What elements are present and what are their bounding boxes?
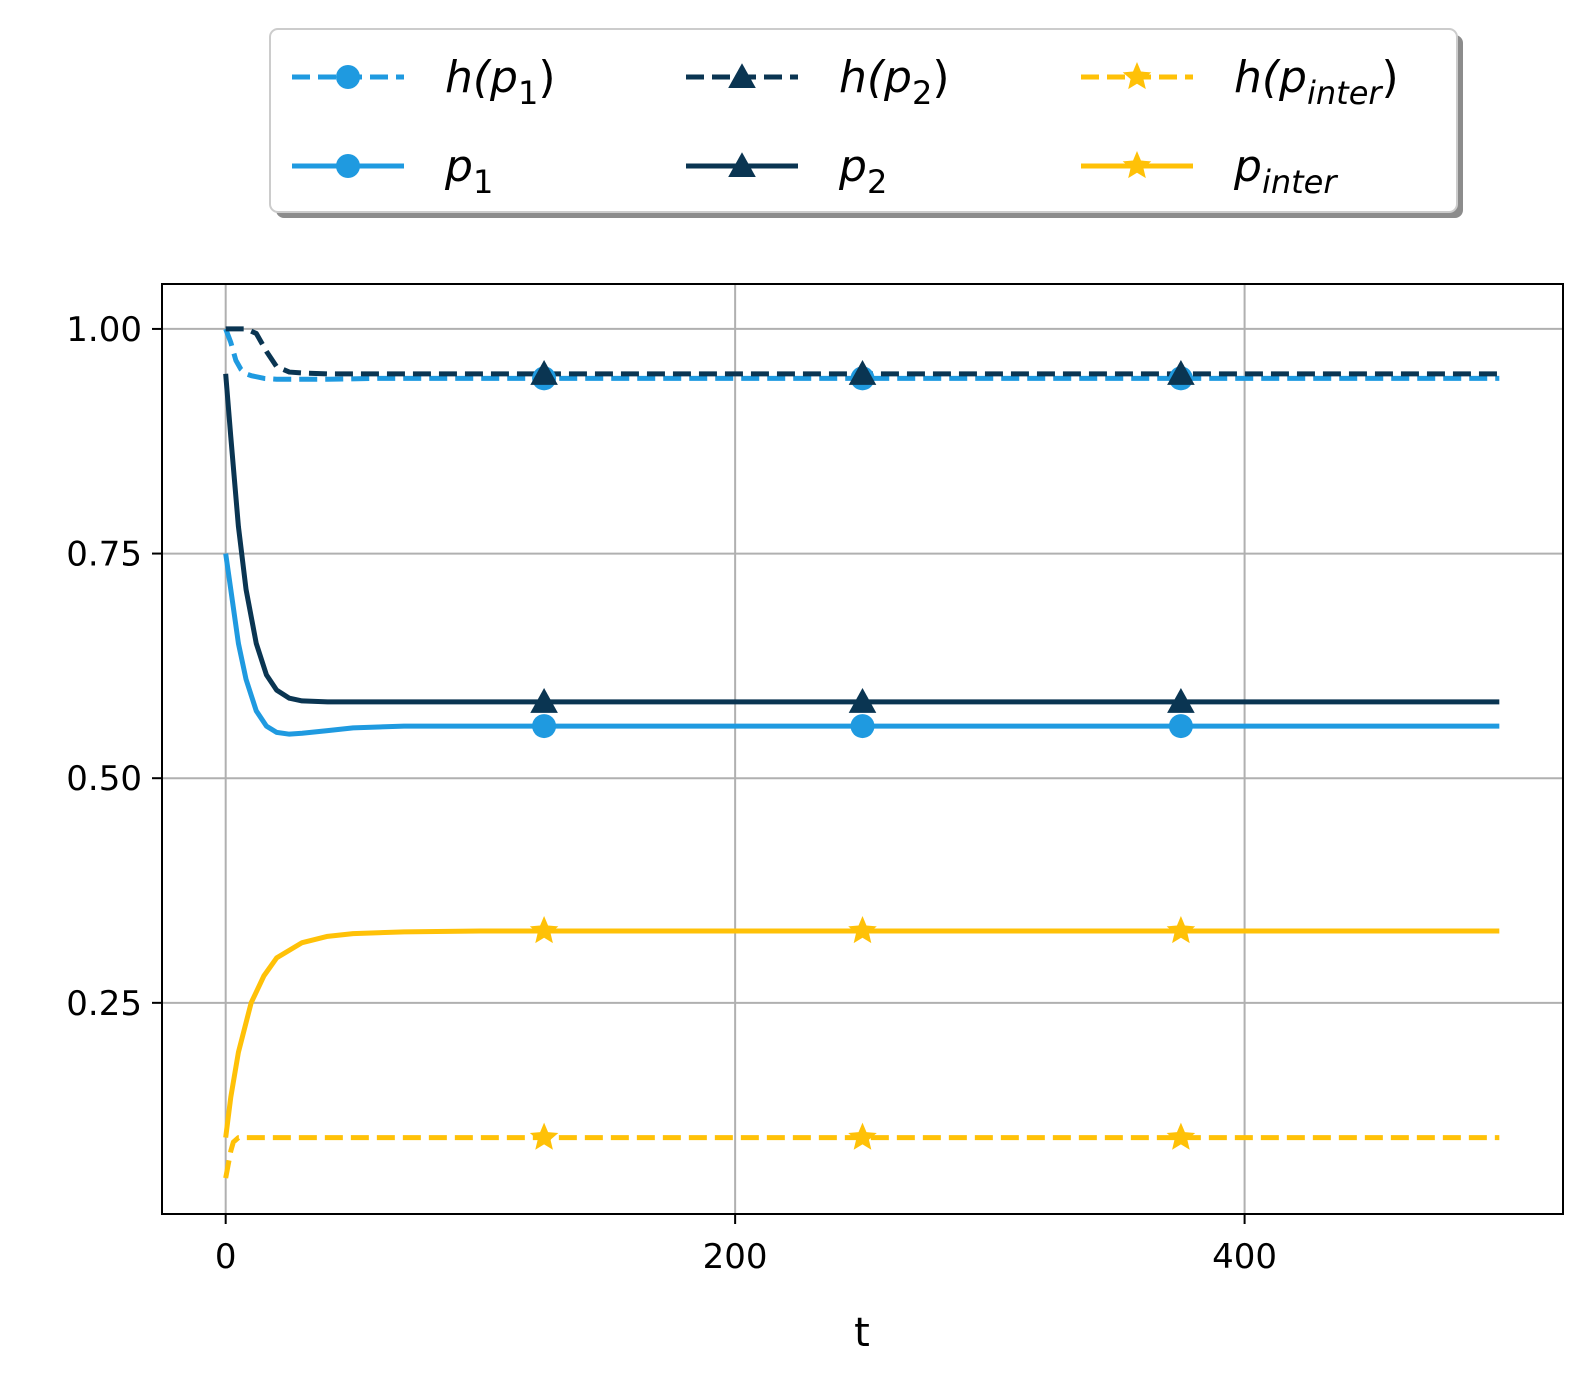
y-tick-label-1: 0.50 (66, 759, 142, 799)
legend-marker-p2 (728, 152, 756, 178)
grid-lines (162, 284, 1563, 1214)
legend-entry-h(pinter): h(pinter) (1081, 52, 1399, 112)
marker-p1-2 (1168, 714, 1193, 739)
marker-p2-0 (530, 688, 558, 713)
legend-entry-h(p2): h(p2) (686, 52, 950, 112)
series-markers (529, 360, 1196, 1150)
marker-h(p2)-0 (530, 360, 558, 385)
legend-label-h(p2): h(p2) (839, 52, 950, 112)
legend-label-h(pinter): h(pinter) (1234, 52, 1399, 112)
x-tick-label-0: 0 (215, 1237, 237, 1277)
marker-h(pinter)-2 (1166, 1122, 1196, 1150)
series-line-h(pinter) (223, 1135, 1500, 1179)
axis-ticks: 0 200 400 0.25 0.50 0.75 1.00 (66, 310, 1277, 1277)
y-tick-label-0: 0.25 (66, 984, 142, 1024)
marker-pinter-2 (1166, 915, 1196, 944)
legend-entry-h(p1): h(p1) (292, 52, 556, 112)
x-tick-label-1: 200 (703, 1237, 768, 1277)
legend-marker-h(pinter) (1122, 62, 1152, 90)
marker-p1-1 (850, 714, 875, 739)
marker-pinter-1 (848, 915, 877, 944)
legend-label-p2: p2 (838, 141, 887, 201)
legend-marker-p1 (336, 154, 360, 178)
marker-p2-1 (848, 688, 877, 713)
series-line-h(p1) (223, 328, 1500, 382)
marker-h(pinter)-1 (848, 1122, 877, 1150)
marker-h(p2)-2 (1167, 360, 1195, 385)
plot-frame (161, 283, 1564, 1215)
marker-p2-2 (1167, 688, 1195, 713)
legend-entry-pinter: pinter (1081, 141, 1338, 201)
marker-p1-0 (532, 714, 557, 739)
legend-label-h(p1): h(p1) (445, 52, 556, 112)
series-lines (223, 326, 1500, 1179)
legend: h(p1) h(p2) h(pinter) p1 p2 pinter (269, 28, 1463, 218)
legend-entry-p2: p2 (686, 141, 887, 201)
x-axis-title: t (854, 1310, 870, 1356)
legend-marker-h(p1) (336, 65, 360, 89)
series-line-pinter (223, 928, 1500, 1138)
legend-label-p1: p1 (444, 141, 493, 201)
y-tick-label-2: 0.75 (66, 535, 142, 575)
legend-marker-pinter (1122, 151, 1152, 179)
x-tick-label-2: 400 (1212, 1237, 1277, 1277)
y-tick-label-3: 1.00 (66, 310, 142, 350)
legend-marker-h(p2) (728, 63, 756, 89)
series-line-p2 (223, 373, 1500, 705)
marker-pinter-0 (529, 915, 559, 944)
legend-entry-p1: p1 (292, 141, 493, 201)
marker-h(p2)-1 (848, 360, 877, 385)
series-line-p1 (223, 553, 1500, 737)
marker-h(pinter)-0 (529, 1122, 559, 1150)
legend-label-pinter: pinter (1233, 141, 1338, 201)
